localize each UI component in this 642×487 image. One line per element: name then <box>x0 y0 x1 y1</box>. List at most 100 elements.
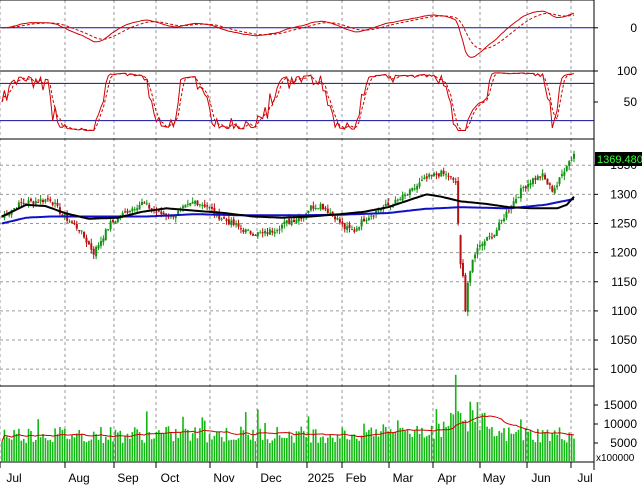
candle-body <box>534 178 537 180</box>
volume-bar <box>153 438 155 462</box>
candle-body <box>449 176 452 178</box>
volume-bar <box>467 431 469 462</box>
volume-bar <box>129 438 131 462</box>
volume-bar <box>298 431 300 462</box>
price-panel <box>1 150 575 316</box>
volume-bar <box>165 427 167 462</box>
candle-body <box>140 202 143 206</box>
candle-body <box>78 229 81 232</box>
candle-body <box>133 209 136 211</box>
candle-body <box>568 161 571 166</box>
volume-bar <box>505 440 508 462</box>
x-tick-label: 2025 <box>308 471 335 485</box>
volume-bar <box>44 438 47 462</box>
volume-bar <box>479 429 481 462</box>
candle-body <box>288 218 291 224</box>
volume-bar <box>336 434 339 462</box>
volume-bar <box>191 433 194 462</box>
volume-bar <box>206 442 208 462</box>
candle-body <box>536 176 539 181</box>
candle-body <box>524 186 527 189</box>
candle-body <box>242 229 245 232</box>
candle-body <box>107 229 110 231</box>
candle-body <box>109 221 112 230</box>
candle-body <box>295 219 298 224</box>
volume-bar <box>447 426 450 462</box>
volume-bar <box>353 434 356 462</box>
volume-bar <box>488 428 491 462</box>
volume-bar <box>155 431 158 462</box>
candle-body <box>314 207 317 209</box>
volume-panel <box>1 374 575 462</box>
volume-bar <box>30 430 32 462</box>
candle-body <box>546 178 549 185</box>
candle-body <box>551 186 554 192</box>
volume-bar <box>483 412 486 462</box>
x-tick-label: Jul <box>6 471 21 485</box>
volume-bar <box>539 442 542 462</box>
stochastic-k-line <box>1 72 575 132</box>
candle-body <box>148 204 151 209</box>
volume-bar <box>146 411 148 462</box>
volume-bar <box>124 435 126 462</box>
volume-bar <box>529 429 532 462</box>
x-tick-label: Mar <box>393 471 414 485</box>
volume-bar <box>512 433 515 462</box>
volume-unit-label: x100000 <box>596 453 635 464</box>
volume-bar <box>10 439 13 462</box>
candle-body <box>162 212 165 215</box>
candle-body <box>145 203 148 205</box>
volume-bar <box>508 427 510 462</box>
volume-bar <box>515 431 517 462</box>
candle-body <box>232 219 235 225</box>
candle-body <box>75 223 78 229</box>
volume-bar <box>368 429 370 462</box>
volume-bar <box>109 427 112 462</box>
candle-body <box>90 243 93 250</box>
candle-body <box>37 201 40 203</box>
volume-bar <box>334 442 336 462</box>
volume-bar <box>413 430 416 462</box>
volume-bar <box>421 427 423 462</box>
candle-body <box>565 166 568 171</box>
candle-body <box>49 199 52 201</box>
volume-bar <box>73 437 76 462</box>
volume-bar <box>573 438 575 462</box>
volume-bar <box>534 442 537 462</box>
volume-bar <box>459 412 462 462</box>
candle-body <box>367 217 370 221</box>
candle-body <box>517 197 520 199</box>
volume-bar <box>339 438 341 462</box>
volume-bar <box>182 416 184 462</box>
volume-bar <box>541 430 544 462</box>
volume-bar <box>469 401 472 462</box>
candle-body <box>401 195 404 201</box>
volume-bar <box>464 419 467 462</box>
volume-bar <box>290 435 293 462</box>
volume-bar <box>454 374 457 462</box>
x-tick-label: May <box>483 471 506 485</box>
volume-bar <box>18 428 20 462</box>
volume-bar <box>307 416 310 462</box>
candle-body <box>486 237 489 241</box>
volume-bar <box>570 434 573 462</box>
candle-body <box>99 241 102 246</box>
candle-body <box>273 231 276 234</box>
volume-bar <box>305 437 307 462</box>
volume-bar <box>553 430 556 462</box>
volume-bar <box>346 439 348 462</box>
moving-average-fast-line <box>1 193 575 220</box>
volume-bar <box>363 423 365 462</box>
candle-body <box>213 207 216 214</box>
volume-bar <box>556 434 558 462</box>
moving-average-slow-line <box>1 198 575 225</box>
volume-bar <box>358 440 360 462</box>
volume-bar <box>430 425 433 462</box>
volume-bar <box>522 440 525 462</box>
volume-bar <box>208 434 211 462</box>
volume-bar <box>293 442 295 462</box>
volume-bar <box>59 426 61 462</box>
candle-body <box>495 229 498 236</box>
last-price-marker: 1369.480 <box>595 152 642 166</box>
candle-body <box>553 188 556 194</box>
